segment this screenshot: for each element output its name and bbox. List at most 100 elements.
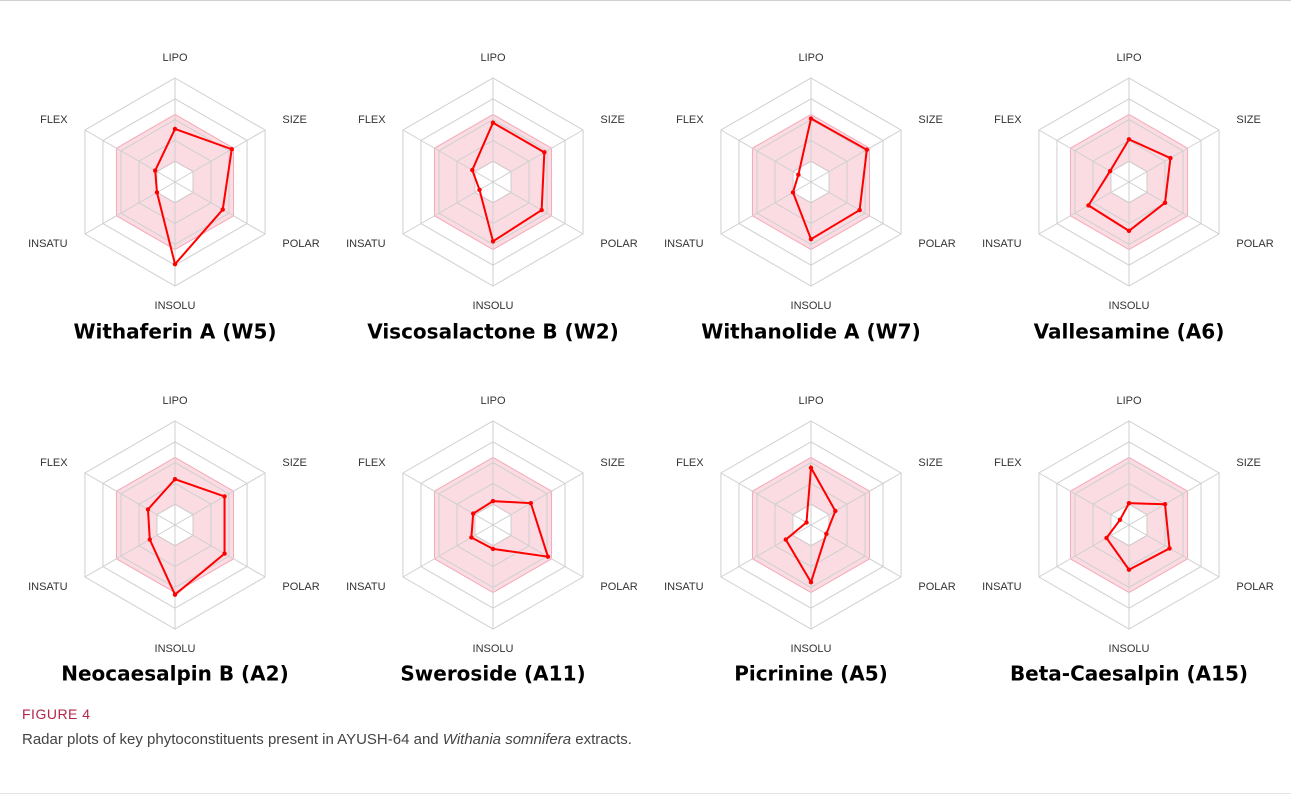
spoke <box>492 524 584 578</box>
spoke <box>402 472 494 526</box>
radar-point <box>469 535 474 540</box>
spoke <box>174 524 266 578</box>
chart-title: Vallesamine (A6) <box>1034 320 1225 344</box>
axis-label: POLAR <box>282 581 319 593</box>
spoke <box>1128 129 1220 183</box>
axis-label: INSATU <box>346 238 386 250</box>
axis-label: INSOLU <box>1109 300 1150 312</box>
radar-point <box>1107 168 1113 174</box>
axis-label: INSOLU <box>155 300 196 312</box>
radar-point <box>145 507 151 512</box>
radar-point <box>152 168 158 173</box>
spoke <box>492 181 584 235</box>
axis-label: FLEX <box>994 114 1022 126</box>
radar-point <box>804 520 809 525</box>
axis-label: FLEX <box>358 457 386 469</box>
spoke <box>720 181 812 235</box>
axis-label: SIZE <box>282 114 306 126</box>
axis-label: INSOLU <box>791 643 832 655</box>
radar-point <box>222 494 227 499</box>
spoke <box>84 472 176 526</box>
spoke <box>1038 181 1130 235</box>
axis-label: INSATU <box>346 581 386 593</box>
axis-label: SIZE <box>918 114 942 126</box>
axis-label: LIPO <box>480 52 506 64</box>
radar-point <box>808 237 814 242</box>
radar-point <box>783 537 788 542</box>
radar-point <box>172 261 178 267</box>
radar-point <box>1126 228 1132 234</box>
axis-label: INSOLU <box>791 300 832 312</box>
spoke <box>1038 524 1130 578</box>
radar-point <box>470 167 475 173</box>
axis-label: INSATU <box>28 238 68 250</box>
radar-point <box>222 551 227 556</box>
radar-point <box>790 190 796 195</box>
axis-label: SIZE <box>282 457 306 469</box>
axis-label: LIPO <box>162 52 188 64</box>
axis-label: POLAR <box>282 238 319 250</box>
spoke <box>84 181 176 235</box>
axis-label: SIZE <box>1236 457 1260 469</box>
radar-point <box>490 498 496 504</box>
spoke <box>1038 129 1130 183</box>
radar-point <box>1162 502 1168 507</box>
radar-point <box>808 580 814 585</box>
axis-label: FLEX <box>40 457 68 469</box>
axis-label: LIPO <box>162 395 188 407</box>
spoke <box>810 129 902 183</box>
spoke <box>492 129 584 183</box>
axis-label: LIPO <box>798 52 824 64</box>
axis-label: FLEX <box>994 457 1022 469</box>
caption: Radar plots of key phytoconstituents pre… <box>22 731 632 748</box>
axis-label: INSATU <box>664 581 704 593</box>
radar-point <box>1126 567 1132 572</box>
axis-label: LIPO <box>1116 395 1142 407</box>
chart-title: Sweroside (A11) <box>400 662 585 686</box>
radar-point <box>1126 137 1132 142</box>
spoke <box>402 524 494 578</box>
spoke <box>720 524 812 578</box>
radar-point <box>808 465 814 470</box>
figure: LIPO SIZE POLAR INSOLU INSATU FLEX Withaferin … <box>28 52 1274 686</box>
spoke <box>84 524 176 578</box>
axis-label: FLEX <box>40 114 68 126</box>
spoke <box>720 129 812 183</box>
spoke <box>810 181 902 235</box>
chart-title: Viscosalactone B (W2) <box>367 320 619 344</box>
spoke <box>1128 181 1220 235</box>
axis-label: FLEX <box>676 457 704 469</box>
radar-point <box>1086 203 1091 208</box>
axis-label: LIPO <box>1116 52 1142 64</box>
radar-point <box>796 172 801 177</box>
axis-label: SIZE <box>600 114 624 126</box>
axis-label: POLAR <box>600 581 637 593</box>
radar-point <box>490 239 496 244</box>
caption-species: Withania somnifera <box>442 731 572 748</box>
radar-point <box>470 511 476 516</box>
axis-label: FLEX <box>358 114 386 126</box>
axis-label: POLAR <box>918 581 955 593</box>
radar-point <box>220 207 225 212</box>
spoke <box>810 472 902 526</box>
spoke <box>402 129 494 183</box>
caption-text: extracts. <box>571 731 632 748</box>
radar-point <box>864 147 870 152</box>
axis-label: INSATU <box>28 581 68 593</box>
axis-label: INSATU <box>982 581 1022 593</box>
radar-point <box>172 477 178 482</box>
chart-title: Neocaesalpin B (A2) <box>61 662 288 686</box>
radar-point <box>172 592 178 597</box>
radar-point <box>477 187 482 192</box>
spoke <box>174 181 266 235</box>
spoke <box>1128 524 1220 578</box>
caption-text: Radar plots of key phytoconstituents pre… <box>22 731 443 748</box>
chart-title: Withanolide A (W7) <box>701 320 920 344</box>
axis-label: INSOLU <box>473 300 514 312</box>
axis-label: POLAR <box>1236 581 1273 593</box>
chart-title: Withaferin A (W5) <box>73 320 276 344</box>
axis-label: LIPO <box>798 395 824 407</box>
radar-point <box>539 207 544 213</box>
spoke <box>720 472 812 526</box>
radar-point <box>545 554 551 559</box>
